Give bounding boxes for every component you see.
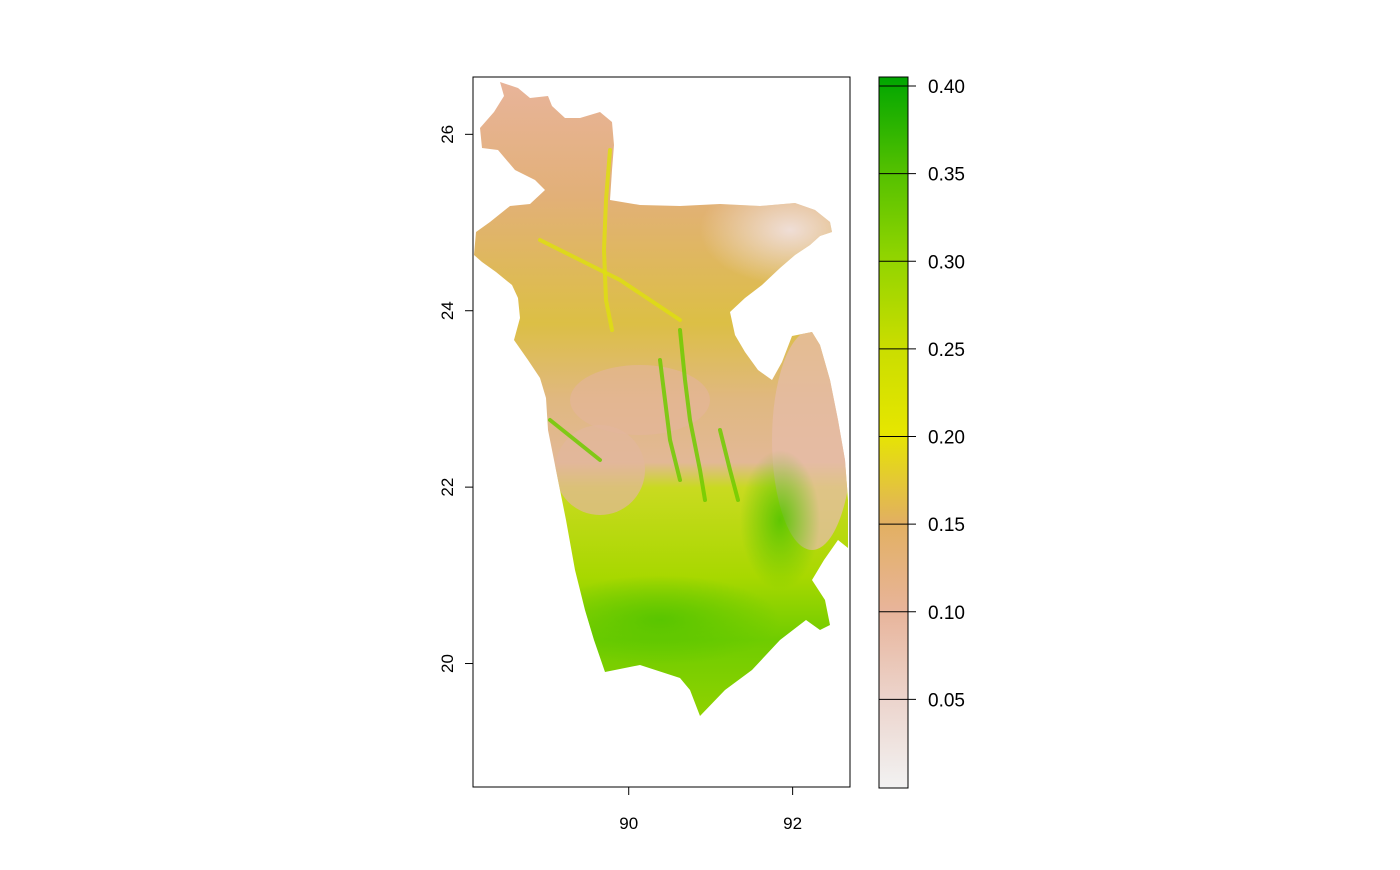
raster-layer (474, 82, 848, 716)
river-line (601, 148, 614, 332)
river-line (538, 238, 682, 322)
x-tick-label: 90 (619, 814, 638, 833)
y-tick-label: 26 (438, 125, 457, 144)
high-value-zone (540, 575, 780, 665)
low-value-zone (700, 175, 848, 285)
x-axis: 90 92 (619, 786, 802, 833)
river-line (548, 418, 602, 462)
river-line (718, 428, 740, 502)
river-line (678, 328, 707, 502)
legend-tick-label: 0.35 (928, 165, 965, 186)
river-line (658, 358, 682, 482)
legend-tick-label: 0.15 (928, 515, 965, 536)
legend-ticks: 0.05 0.10 0.15 0.20 0.25 0.30 0.35 0.40 (879, 77, 965, 711)
x-tick-label: 92 (783, 814, 802, 833)
delta-zone (555, 425, 645, 515)
y-tick-label: 24 (438, 301, 457, 320)
y-axis: 20 22 24 26 (438, 125, 473, 673)
central-zone (570, 365, 710, 435)
legend-color-bar (878, 76, 909, 789)
coastal-zone (740, 450, 820, 590)
y-tick-label: 20 (438, 654, 457, 673)
legend-tick-label: 0.40 (928, 77, 965, 98)
legend-tick-label: 0.25 (928, 340, 965, 361)
legend-tick-label: 0.30 (928, 252, 965, 273)
legend-tick-label: 0.20 (928, 428, 965, 449)
legend-tick-label: 0.10 (928, 603, 965, 624)
legend-tick-label: 0.05 (928, 690, 965, 711)
y-tick-label: 22 (438, 478, 457, 497)
legend: 0.05 0.10 0.15 0.20 0.25 0.30 0.35 0.40 (878, 76, 965, 789)
